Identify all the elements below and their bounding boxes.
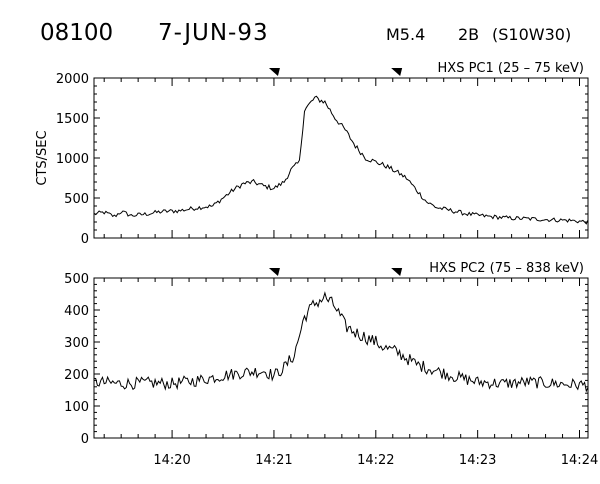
y-axis-title: CTS/SEC [35, 130, 50, 185]
panel-pc1: HXS PC1 (25 – 75 keV) 0 500 1000 1500 2000 [56, 61, 589, 247]
interval-marker [268, 68, 280, 76]
interval-marker [391, 268, 403, 276]
y-tick-label: 200 [64, 368, 89, 383]
panel-pc2: HXS PC2 (75 – 838 keV) 0 100 200 300 400 500 1… [64, 261, 598, 468]
flare-location: (S10W30) [492, 25, 571, 44]
y-tick-label: 2000 [56, 72, 89, 87]
y-tick-label: 100 [64, 400, 89, 415]
x-tick-label: 14:23 [459, 453, 496, 468]
event-date: 7-JUN-93 [158, 20, 269, 46]
event-id: 08100 [40, 20, 113, 46]
channel-label-pc2: HXS PC2 (75 – 838 keV) [429, 261, 584, 276]
interval-marker [391, 68, 403, 76]
x-tick-label: 14:21 [255, 453, 292, 468]
y-tick-label: 500 [64, 192, 89, 207]
x-tick-label: 14:24 [561, 453, 598, 468]
plot-frame-pc1 [93, 77, 589, 239]
y-tick-label: 400 [64, 304, 89, 319]
y-tick-label: 300 [64, 336, 89, 351]
channel-label-pc1: HXS PC1 (25 – 75 keV) [438, 61, 584, 76]
y-tick-label: 500 [64, 272, 89, 287]
x-tick-label: 14:22 [357, 453, 394, 468]
series-line-pc1 [93, 95, 589, 225]
x-tick-label: 14:20 [153, 453, 190, 468]
y-tick-label: 1000 [56, 152, 89, 167]
optical-class: 2B [458, 25, 479, 44]
plot-frame-pc2 [93, 277, 589, 439]
y-tick-label: 1500 [56, 112, 89, 127]
goes-class: M5.4 [386, 25, 425, 44]
interval-marker [268, 268, 280, 276]
series-line-pc2 [93, 291, 589, 393]
y-tick-label: 0 [81, 432, 89, 447]
y-tick-label: 0 [81, 232, 89, 247]
